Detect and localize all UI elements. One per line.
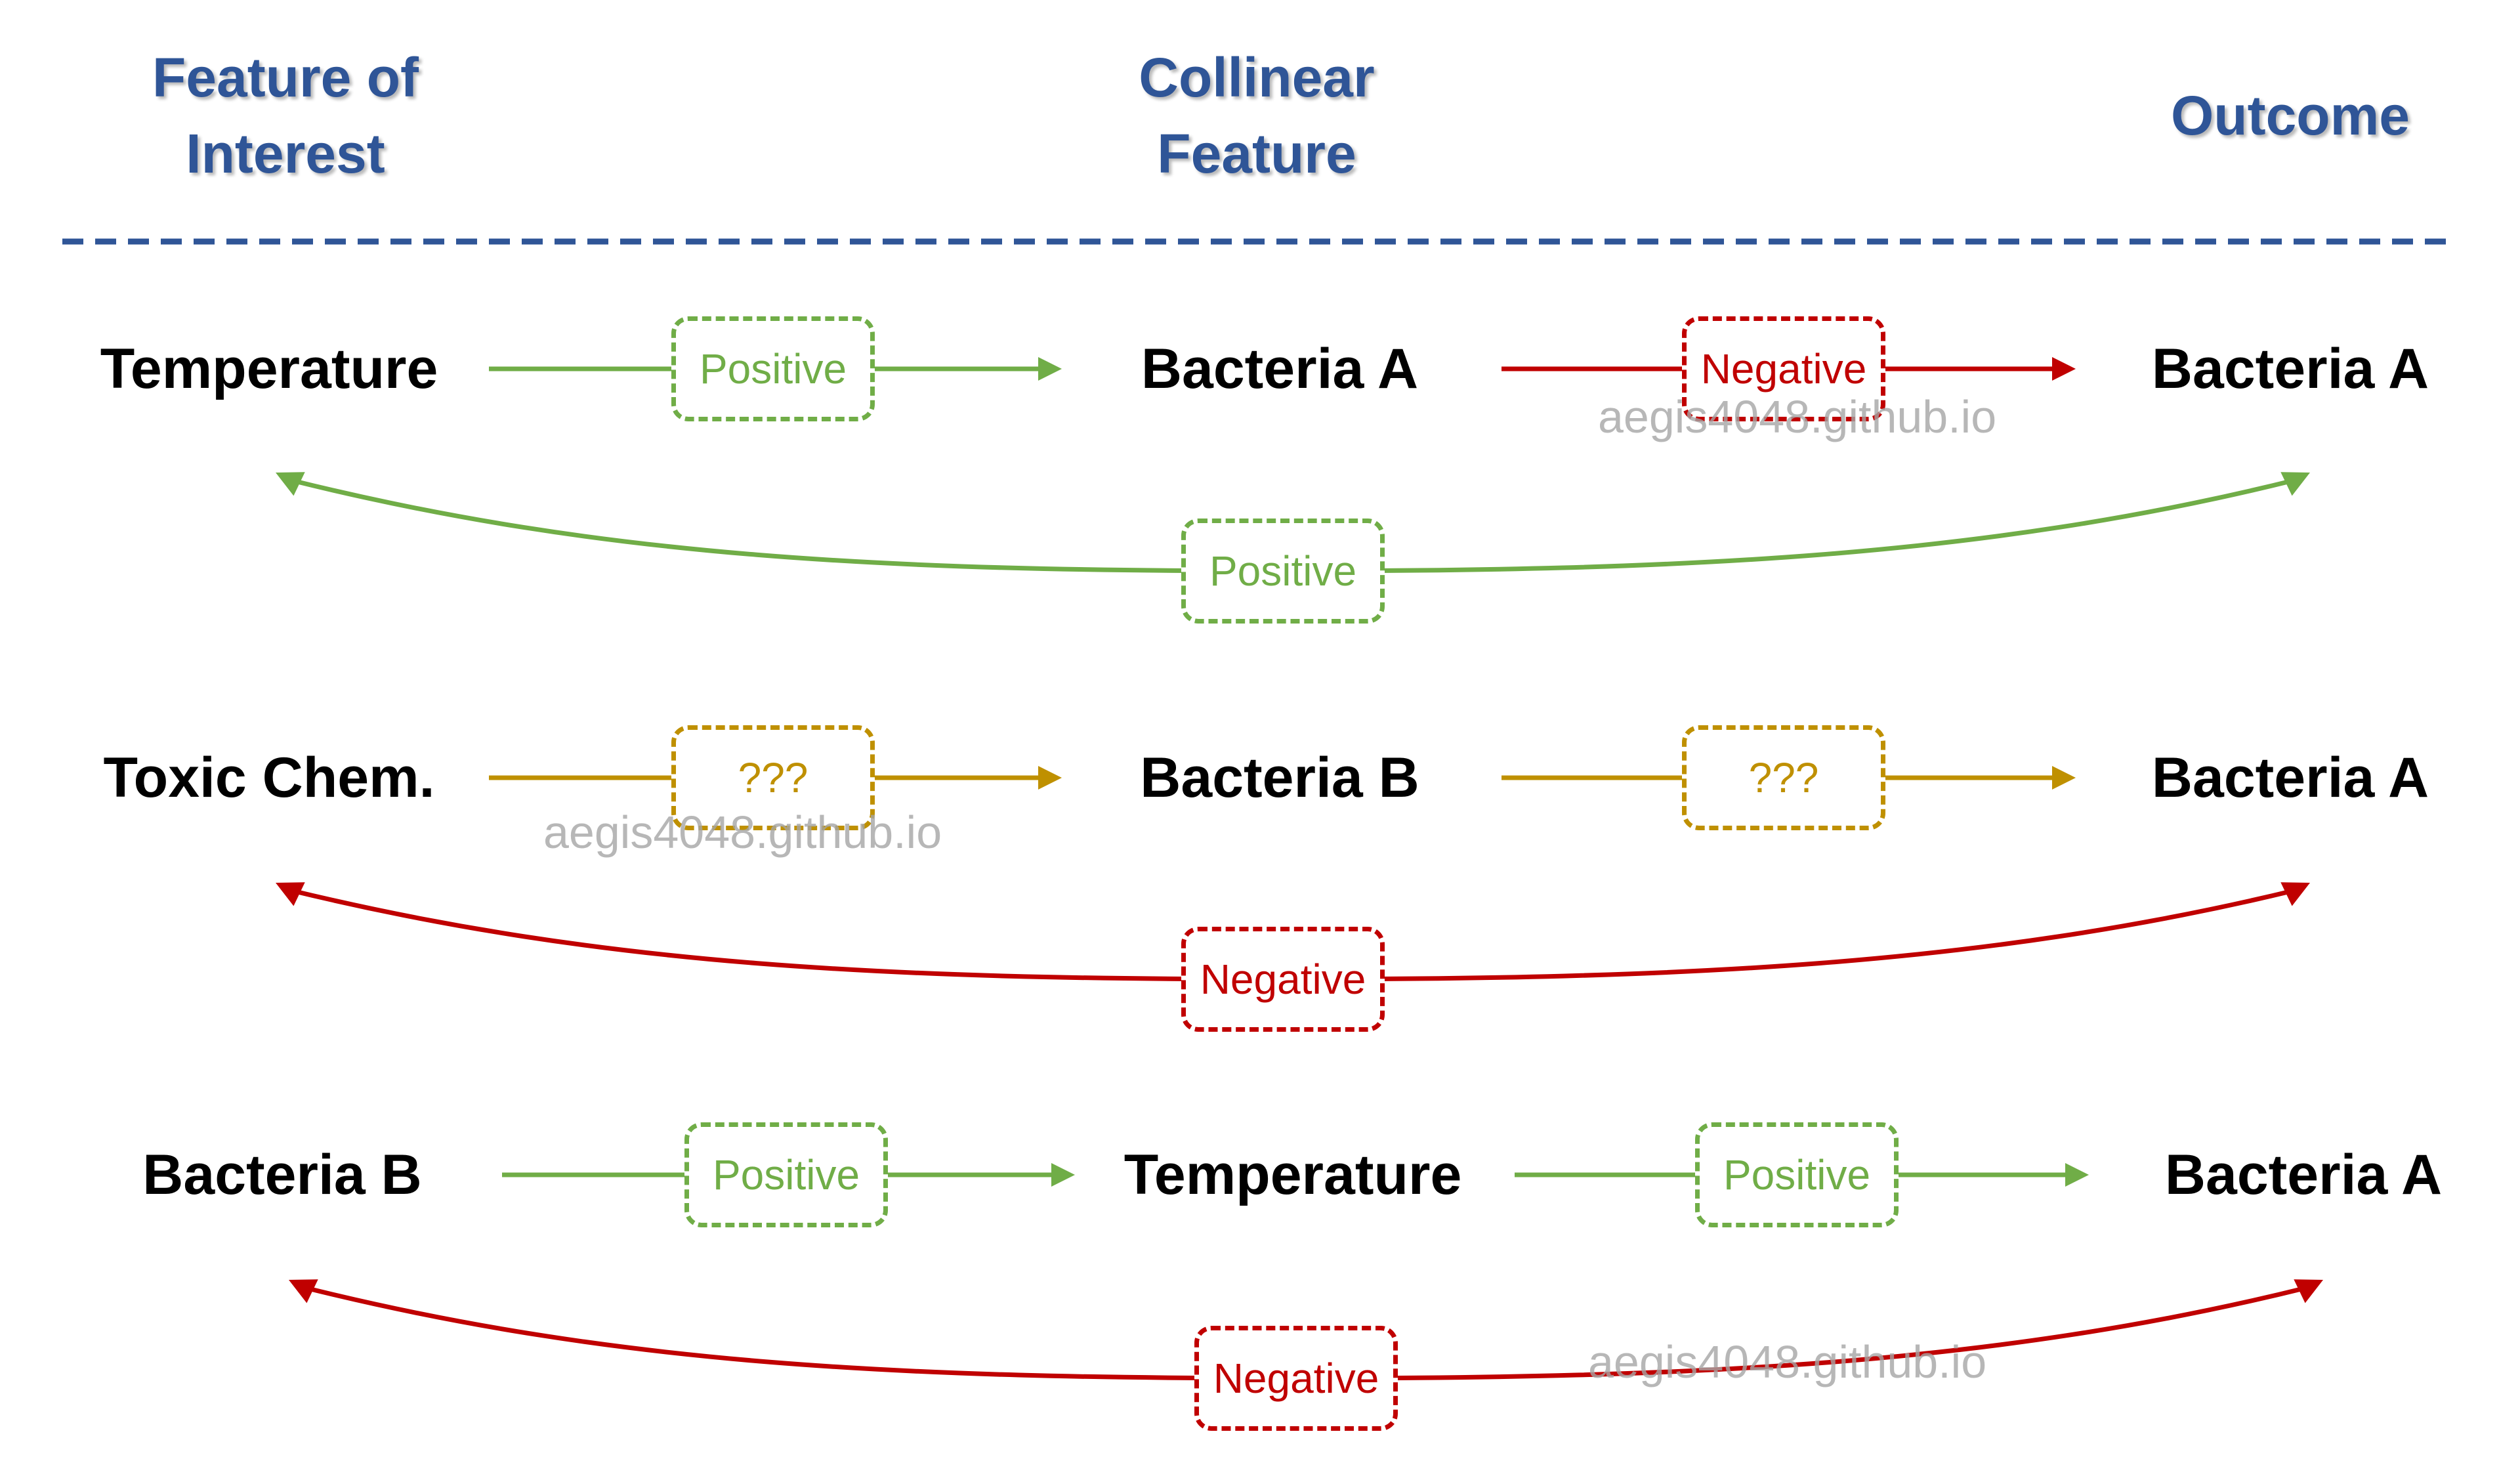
feature-to-collinear-arrowhead [1038,357,1062,381]
collinear-to-outcome-label: Negative [1682,316,1885,421]
feature-to-outcome-label: Negative [1181,927,1385,1032]
watermark: aegis4048.github.io [543,807,942,858]
collinear-to-outcome-label: ??? [1682,725,1885,830]
outcome-node: Bacteria A [2151,746,2429,809]
collinear-node: Bacteria A [1141,337,1419,400]
collinear-to-outcome-arrowhead [2065,1163,2089,1187]
watermark: aegis4048.github.io [1588,1336,1987,1387]
collinear-to-outcome-label: Positive [1695,1122,1899,1227]
feature-to-collinear-label: ??? [671,725,875,830]
feature-to-collinear-arrowhead [1038,766,1062,790]
feature-to-outcome-arrowhead-right [2280,882,2310,906]
header-collinear-feature: Collinear Feature [1139,47,1375,184]
header-outcome: Outcome [2170,85,2410,146]
outcome-node: Bacteria A [2164,1143,2443,1206]
collinear-node: Temperature [1124,1143,1462,1206]
feature-node: Bacteria B [142,1143,422,1206]
collinear-to-outcome-arrowhead [2052,766,2076,790]
feature-node: Toxic Chem. [103,746,435,809]
header-feature-of-interest: Feature of Interest [152,47,419,184]
collinear-to-outcome-arrowhead [2052,357,2076,381]
feature-to-collinear-arrowhead [1051,1163,1075,1187]
feature-to-outcome-arrowhead-left [276,882,305,906]
watermark: aegis4048.github.io [1598,391,1997,442]
feature-to-outcome-arrowhead-left [276,472,305,496]
collinear-node: Bacteria B [1140,746,1419,809]
outcome-node: Bacteria A [2151,337,2429,400]
feature-to-outcome-arrowhead-right [2294,1279,2323,1303]
feature-to-outcome-label: Negative [1194,1326,1398,1431]
feature-to-collinear-label: Positive [671,316,875,421]
feature-node: Temperature [100,337,438,400]
feature-to-outcome-arrowhead-left [289,1279,318,1303]
feature-to-outcome-label: Positive [1181,519,1385,624]
feature-to-collinear-label: Positive [684,1122,888,1227]
feature-to-outcome-arrowhead-right [2280,472,2310,496]
